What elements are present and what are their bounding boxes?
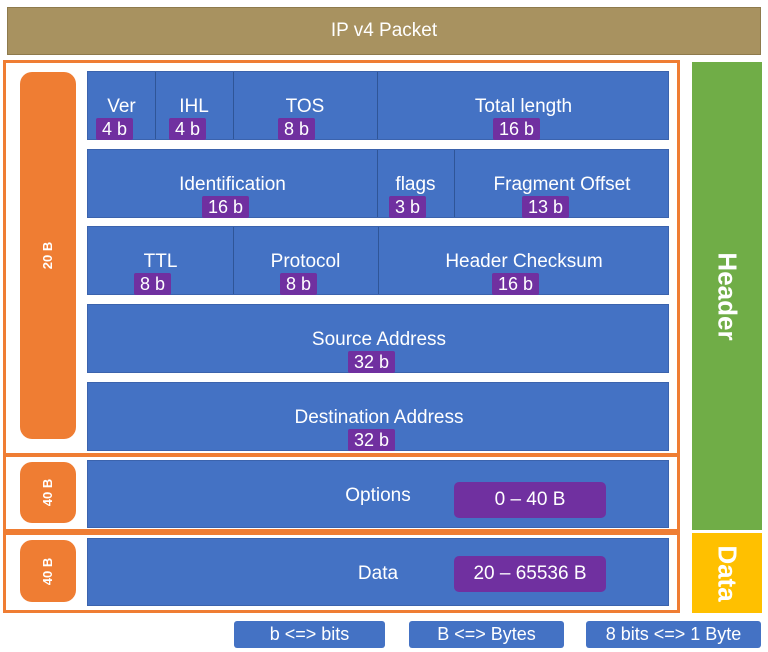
- field-protocol-size: 8 b: [280, 273, 318, 295]
- header-row-5: Destination Address 32 b: [87, 382, 669, 451]
- field-source-address-label: Source Address: [311, 329, 447, 350]
- field-flags-size: 3 b: [389, 196, 427, 218]
- data-range: 20 – 65536 B: [454, 556, 606, 592]
- header-row-2: Identification 16 b flags 3 b Fragment O…: [87, 149, 669, 218]
- field-version-size: 4 b: [96, 118, 134, 140]
- legend-bits-per-byte: 8 bits <=> 1 Byte: [586, 621, 761, 648]
- field-version-label: Ver: [107, 96, 136, 117]
- header-row-3: TTL 8 b Protocol 8 b Header Checksum 16 …: [87, 226, 669, 295]
- field-destination-address-size: 32 b: [348, 429, 396, 451]
- data-side-bar: Data: [692, 533, 762, 613]
- field-ttl-size: 8 b: [134, 273, 172, 295]
- options-size-label: 40 B: [40, 478, 56, 507]
- field-identification-size: 16 b: [202, 196, 250, 218]
- field-divider: [233, 227, 234, 294]
- options-section-frame: [3, 454, 680, 532]
- data-size-label: 40 B: [40, 557, 56, 585]
- field-fragment-offset-size: 13 b: [522, 196, 570, 218]
- legend-bits: b <=> bits: [234, 621, 385, 648]
- data-label: Data: [357, 563, 399, 584]
- field-ttl-label: TTL: [143, 251, 178, 272]
- field-total-length-label: Total length: [474, 96, 573, 117]
- field-divider: [378, 227, 379, 294]
- field-flags-label: flags: [395, 174, 436, 195]
- field-protocol-label: Protocol: [270, 251, 341, 272]
- header-row-1: Ver 4 b IHL 4 b TOS 8 b Total length 16 …: [87, 71, 669, 140]
- field-divider: [377, 72, 378, 139]
- header-side-label: Header: [712, 251, 743, 341]
- options-size-pill: 40 B: [20, 462, 76, 523]
- header-size-label: 20 B: [40, 241, 56, 270]
- field-ihl-size: 4 b: [169, 118, 207, 140]
- field-ihl-label: IHL: [179, 96, 209, 117]
- field-divider: [233, 72, 234, 139]
- field-fragment-offset-label: Fragment Offset: [493, 174, 631, 195]
- options-row: Options 0 – 40 B: [87, 460, 669, 528]
- field-total-length-size: 16 b: [493, 118, 541, 140]
- field-tos-size: 8 b: [278, 118, 316, 140]
- header-row-4: Source Address 32 b: [87, 304, 669, 373]
- field-divider: [454, 150, 455, 217]
- header-side-bar: Header: [692, 62, 762, 530]
- data-size-pill: 40 B: [20, 540, 76, 602]
- field-identification-label: Identification: [179, 174, 286, 195]
- field-divider: [377, 150, 378, 217]
- field-header-checksum-size: 16 b: [492, 273, 540, 295]
- header-size-pill: 20 B: [20, 72, 76, 439]
- field-destination-address-label: Destination Address: [294, 407, 464, 428]
- options-label: Options: [345, 485, 411, 506]
- field-header-checksum-label: Header Checksum: [445, 251, 603, 272]
- data-row: Data 20 – 65536 B: [87, 538, 669, 606]
- packet-title: IP v4 Packet: [7, 7, 761, 55]
- legend-bytes: B <=> Bytes: [409, 621, 564, 648]
- field-source-address-size: 32 b: [348, 351, 396, 373]
- data-side-label: Data: [712, 544, 743, 602]
- field-divider: [155, 72, 156, 139]
- data-section-frame: [3, 532, 680, 613]
- field-tos-label: TOS: [285, 96, 325, 117]
- options-range: 0 – 40 B: [454, 482, 606, 518]
